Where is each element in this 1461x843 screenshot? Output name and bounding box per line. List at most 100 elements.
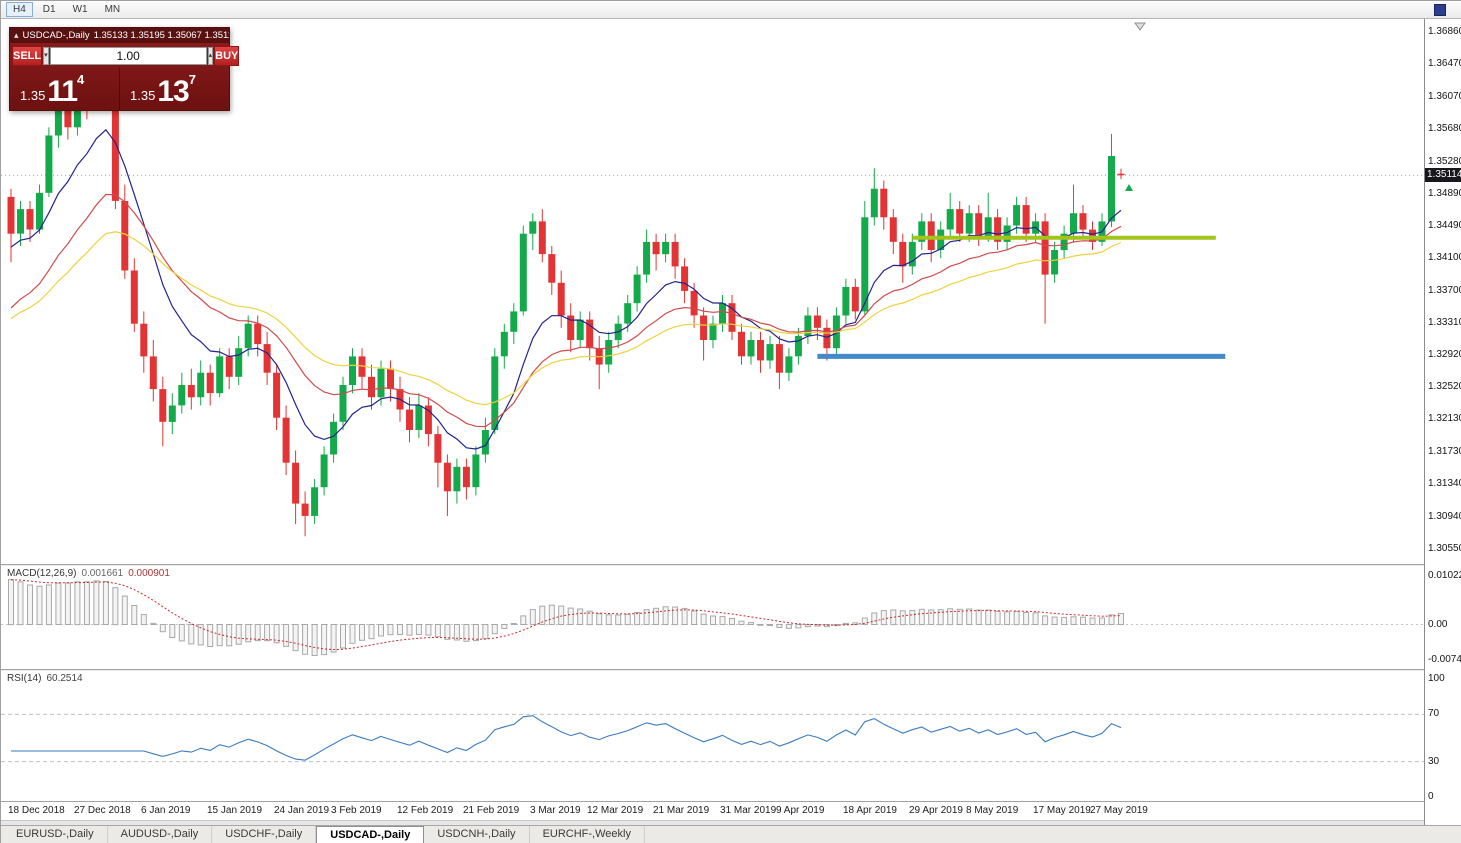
horizontal-scrollbar[interactable] <box>1 820 1461 825</box>
collapse-triangle-icon[interactable]: ▴ <box>14 30 19 40</box>
ma-line-21 <box>10 193 1122 428</box>
rsi-scale-label: 70 <box>1428 708 1440 719</box>
date-label: 18 Apr 2019 <box>843 805 897 816</box>
time-axis[interactable]: 18 Dec 2018 27 Dec 2018 6 Jan 2019 15 Jan 2… <box>1 802 1424 820</box>
price-scale-label: 1.36860 <box>1428 26 1461 37</box>
macd-header: MACD(12,26,9) 0.001661 0.000901 <box>7 568 170 579</box>
volume-input[interactable] <box>49 46 207 65</box>
buy-button[interactable]: BUY <box>214 45 240 66</box>
rsi-header: RSI(14) 60.2514 <box>7 673 83 684</box>
macd-signal-value: 0.000901 <box>128 568 170 579</box>
date-label: 3 Feb 2019 <box>331 805 382 816</box>
ma-line-10 <box>10 128 1122 450</box>
price-scale-label: 1.33310 <box>1428 317 1461 328</box>
rsi-svg <box>1 713 1424 763</box>
chart-tabs-bar: EURUSD-,Daily AUDUSD-,Daily USDCHF-,Daily U… <box>1 825 1461 843</box>
macd-scale-label: 0.00 <box>1428 619 1448 630</box>
price-scale-label: 1.32920 <box>1428 349 1461 360</box>
price-scale-label: 1.31730 <box>1428 446 1461 457</box>
pane-separator[interactable] <box>1 564 1461 566</box>
rsi-pane[interactable]: RSI(14) 60.2514 <box>1 671 1424 801</box>
chart-tab-usdcnh-daily[interactable]: USDCNH-,Daily <box>424 826 530 843</box>
price-scale-label: 1.35280 <box>1428 156 1461 167</box>
sell-button[interactable]: SELL <box>12 45 43 66</box>
price-scale-label: 1.34890 <box>1428 188 1461 199</box>
timeframe-button-mn[interactable]: MN <box>104 4 121 15</box>
date-label: 27 Dec 2018 <box>74 805 131 816</box>
price-scale-label: 1.30940 <box>1428 511 1461 522</box>
sell-price-prefix: 1.35 <box>20 88 46 103</box>
buy-price-display[interactable]: 1.35 13 7 <box>119 67 229 110</box>
rsi-scale-label: 100 <box>1428 673 1445 684</box>
price-scale-label: 1.36470 <box>1428 58 1461 69</box>
volume-up-button[interactable]: ▴ <box>207 46 214 65</box>
date-label: 12 Feb 2019 <box>397 805 454 816</box>
main-chart-svg <box>1 22 1424 537</box>
date-label: 29 Apr 2019 <box>909 805 963 816</box>
price-scale-label: 1.36070 <box>1428 91 1461 102</box>
price-scale-label: 1.32130 <box>1428 413 1461 424</box>
pane-separator[interactable] <box>1 801 1461 802</box>
timeframe-buttons: H4 D1 W1 MN <box>6 2 127 17</box>
date-label: 12 Mar 2019 <box>587 805 644 816</box>
volume-down-button[interactable]: ▾ <box>43 46 49 65</box>
date-label: 18 Dec 2018 <box>8 805 65 816</box>
rsi-scale-label: 30 <box>1428 756 1440 767</box>
chart-ohlc-values: 1.35133 1.35195 1.35067 1.35114 <box>93 30 229 41</box>
candles <box>7 50 1125 537</box>
buy-price-sup: 7 <box>188 72 196 87</box>
date-label: 8 May 2019 <box>966 805 1019 816</box>
date-label: 9 Apr 2019 <box>776 805 825 816</box>
macd-histogram <box>8 579 1124 656</box>
timeframe-button-h4[interactable]: H4 <box>6 2 33 17</box>
timeframe-button-w1[interactable]: W1 <box>72 4 88 15</box>
shift-marker-icon[interactable] <box>1134 22 1146 31</box>
chart-tab-audusd-daily[interactable]: AUDUSD-,Daily <box>108 826 213 843</box>
date-label: 21 Mar 2019 <box>653 805 710 816</box>
timeframe-toolbar: H4 D1 W1 MN <box>1 1 1461 19</box>
buy-price-prefix: 1.35 <box>130 88 156 103</box>
rsi-value: 60.2514 <box>46 673 83 684</box>
macd-main-value: 0.001661 <box>81 568 124 579</box>
macd-svg <box>1 579 1424 656</box>
price-scale-label: 1.33700 <box>1428 285 1461 296</box>
chart-symbol-title: USDCAD-,Daily <box>22 30 90 41</box>
buy-price-big: 13 <box>157 75 189 108</box>
trade-prices-row: 1.35 11 4 1.35 13 7 <box>10 67 229 110</box>
timeframe-button-d1[interactable]: D1 <box>42 4 56 15</box>
date-label: 15 Jan 2019 <box>207 805 263 816</box>
last-price-arrow-icon <box>1125 184 1133 191</box>
one-click-trading-panel: ▴ USDCAD-,Daily 1.35133 1.35195 1.35067 … <box>9 27 240 111</box>
docked-window-icon[interactable] <box>1434 4 1446 16</box>
macd-signal-line <box>10 579 1122 651</box>
price-scale-label: 1.34490 <box>1428 220 1461 231</box>
macd-pane[interactable]: MACD(12,26,9) 0.001661 0.000901 <box>1 566 1424 669</box>
pane-separator[interactable] <box>1 669 1461 671</box>
date-label: 6 Jan 2019 <box>141 805 191 816</box>
macd-scale-label: 0.01022 <box>1428 570 1461 581</box>
rsi-scale-label: 0 <box>1428 791 1434 802</box>
date-label: 27 May 2019 <box>1090 805 1148 816</box>
main-chart-pane[interactable]: ▴ USDCAD-,Daily 1.35133 1.35195 1.35067 … <box>1 19 1424 564</box>
price-scale-label: 1.34100 <box>1428 252 1461 263</box>
price-scale-label: 1.31340 <box>1428 478 1461 489</box>
macd-label: MACD(12,26,9) <box>7 568 77 579</box>
trade-panel-header: ▴ USDCAD-,Daily 1.35133 1.35195 1.35067 … <box>10 28 229 43</box>
date-label: 24 Jan 2019 <box>274 805 330 816</box>
sell-price-big: 11 <box>47 75 78 108</box>
rsi-label: RSI(14) <box>7 673 42 684</box>
price-scale[interactable]: 1.36860 1.36470 1.36070 1.35680 1.35280 1.348… <box>1424 19 1461 825</box>
current-price-tag: 1.35114 <box>1425 168 1461 182</box>
sell-price-display[interactable]: 1.35 11 4 <box>10 67 119 110</box>
date-label: 31 Mar 2019 <box>720 805 777 816</box>
chart-tab-usdcad-daily[interactable]: USDCAD-,Daily <box>316 826 425 843</box>
trade-controls-row: SELL ▾ ▴ BUY <box>10 43 240 67</box>
rsi-line <box>11 715 1122 761</box>
chart-tab-usdchf-daily[interactable]: USDCHF-,Daily <box>212 826 317 843</box>
price-scale-label: 1.30550 <box>1428 543 1461 554</box>
chart-tab-eurchf-weekly[interactable]: EURCHF-,Weekly <box>530 826 645 843</box>
date-label: 3 Mar 2019 <box>530 805 581 816</box>
ma-line-34 <box>10 231 1122 406</box>
chart-tab-eurusd-daily[interactable]: EURUSD-,Daily <box>3 826 108 843</box>
